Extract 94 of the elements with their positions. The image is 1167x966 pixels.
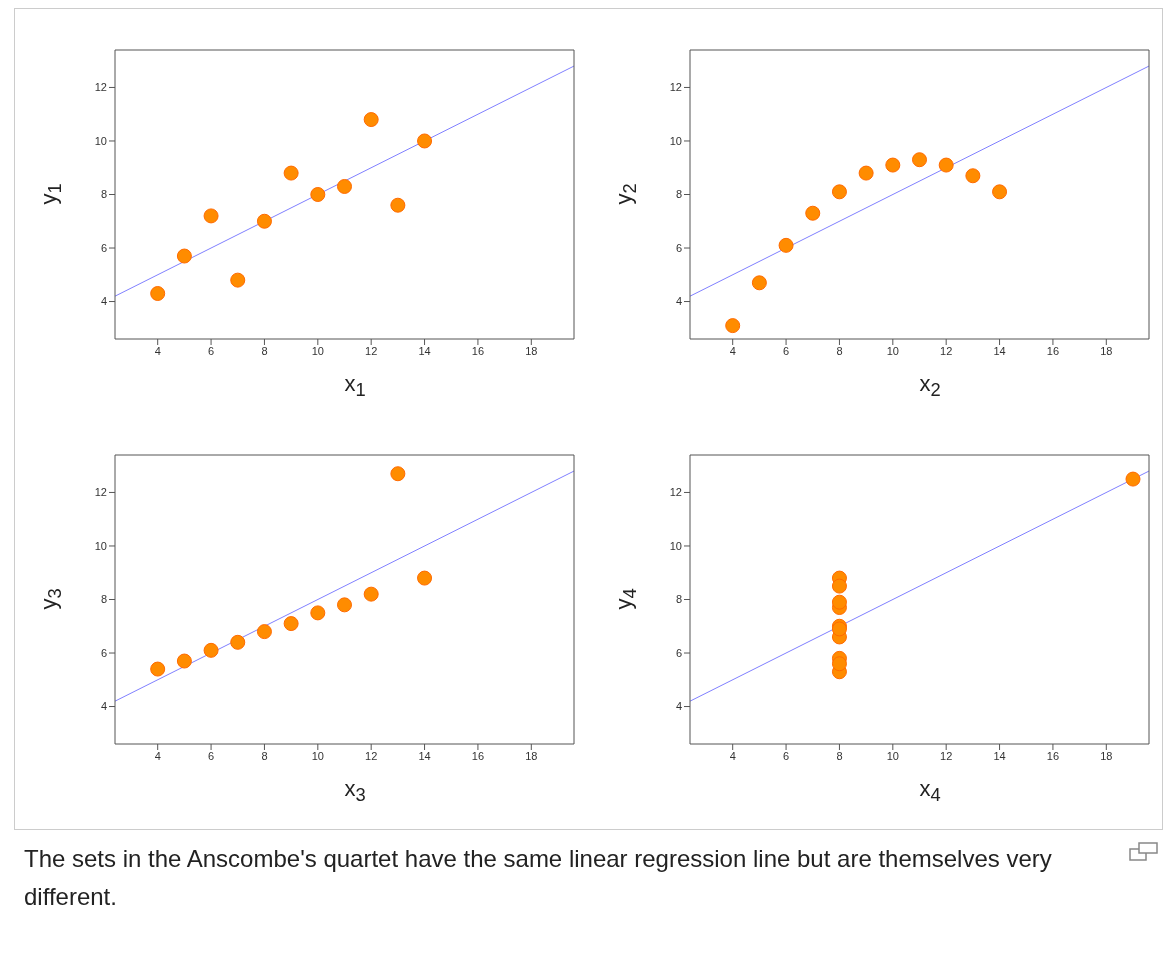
x-tick-label: 16 (1046, 749, 1060, 762)
point (283, 616, 299, 632)
x-tick-label: 8 (261, 749, 268, 762)
x-tick-label: 12 (940, 749, 953, 762)
x-axis-title: x$_{2}$ (918, 371, 942, 402)
point (203, 642, 219, 658)
point (858, 165, 874, 181)
x-axis-title: x$_{3}$ (343, 776, 367, 807)
point (150, 286, 166, 302)
x-tick-label: 6 (208, 344, 215, 357)
point (885, 157, 901, 173)
x-tick-label: 10 (886, 344, 899, 357)
point (965, 168, 981, 184)
y-tick-label: 10 (669, 539, 682, 552)
x-tick-label: 14 (993, 344, 1006, 357)
x-axis-title: x$_{1}$ (343, 371, 367, 402)
y-tick-label: 4 (100, 700, 107, 713)
point (417, 133, 433, 149)
point (831, 184, 847, 200)
point (176, 653, 192, 669)
point (938, 157, 954, 173)
y-tick-label: 4 (675, 295, 682, 308)
y-tick-label: 8 (100, 593, 107, 606)
x-tick-label: 6 (783, 749, 790, 762)
point (831, 656, 847, 672)
x-axis-title: x$_{4}$ (918, 776, 942, 807)
y-tick-label: 4 (675, 700, 682, 713)
point (912, 152, 927, 168)
y-tick-label: 6 (100, 241, 107, 254)
x-tick-label: 12 (365, 749, 378, 762)
point (363, 112, 379, 128)
y-tick-label: 10 (94, 134, 107, 147)
point (256, 213, 272, 229)
y-tick-label: 6 (100, 646, 107, 659)
x-tick-label: 8 (836, 749, 843, 762)
point (310, 187, 326, 202)
text: The sets in the Anscombe's quartet have the same linear regression line but are themselves very different. (24, 844, 1053, 913)
y-tick-label: 12 (94, 486, 107, 499)
x-tick-label: 4 (154, 749, 161, 762)
x-tick-label: 6 (783, 344, 790, 357)
point (176, 248, 192, 264)
x-tick-label: 18 (525, 344, 538, 357)
point (310, 605, 326, 621)
y-tick-label: 12 (669, 81, 682, 94)
x-tick-label: 10 (311, 749, 324, 762)
point (337, 597, 352, 613)
x-tick-label: 18 (1100, 344, 1113, 357)
x-tick-label: 12 (365, 344, 378, 357)
point (831, 578, 847, 594)
x-tick-label: 10 (886, 749, 899, 762)
x-tick-label: 18 (1100, 749, 1113, 762)
x-tick-label: 10 (311, 344, 324, 357)
point (1125, 471, 1141, 487)
y-tick-label: 6 (675, 241, 682, 254)
x-tick-label: 6 (208, 749, 215, 762)
x-tick-label: 16 (471, 344, 485, 357)
point (390, 197, 406, 213)
point (283, 165, 299, 181)
point (751, 275, 767, 291)
x-tick-label: 4 (729, 344, 736, 357)
point (363, 586, 379, 602)
point (992, 184, 1008, 200)
x-tick-label: 14 (418, 749, 431, 762)
point (230, 272, 246, 288)
point (417, 570, 433, 586)
point (150, 661, 166, 677)
point (337, 178, 352, 194)
point (778, 237, 794, 253)
y-tick-label: 10 (669, 134, 682, 147)
y-tick-label: 12 (94, 81, 107, 94)
point (230, 634, 246, 650)
x-tick-label: 18 (525, 749, 538, 762)
x-tick-label: 14 (418, 344, 431, 357)
x-tick-label: 8 (261, 344, 268, 357)
x-tick-label: 12 (940, 344, 953, 357)
y-tick-label: 8 (675, 593, 682, 606)
point (390, 466, 406, 482)
x-tick-label: 4 (729, 749, 736, 762)
x-tick-label: 4 (154, 344, 161, 357)
point (831, 594, 847, 610)
x-tick-label: 16 (1046, 344, 1060, 357)
y-tick-label: 4 (100, 295, 107, 308)
x-tick-label: 16 (471, 749, 485, 762)
y-tick-label: 8 (100, 188, 107, 201)
y-tick-label: 8 (675, 188, 682, 201)
point (805, 205, 821, 221)
x-tick-label: 14 (993, 749, 1006, 762)
point (203, 208, 219, 224)
y-tick-label: 6 (675, 646, 682, 659)
point (725, 318, 741, 334)
x-tick-label: 8 (836, 344, 843, 357)
y-tick-label: 10 (94, 539, 107, 552)
y-tick-label: 12 (669, 486, 682, 499)
point (256, 624, 272, 640)
